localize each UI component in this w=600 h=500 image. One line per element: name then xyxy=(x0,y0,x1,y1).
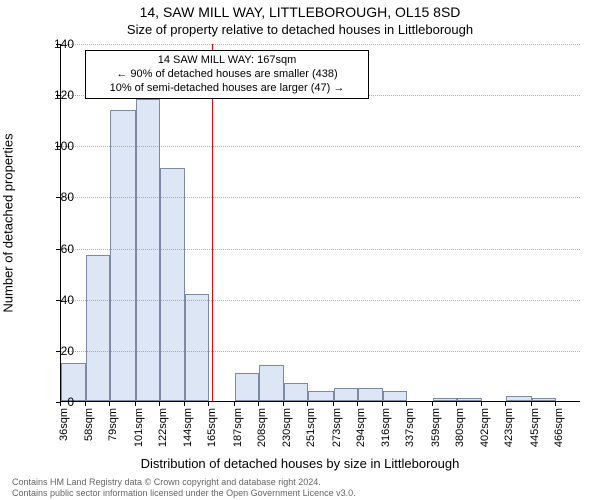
histogram-bar xyxy=(457,398,482,401)
x-tick-label: 144sqm xyxy=(182,408,194,447)
x-tick-mark xyxy=(135,402,136,406)
x-tick-mark xyxy=(159,402,160,406)
histogram-bar xyxy=(185,294,209,401)
annotation-line2: ← 90% of detached houses are smaller (43… xyxy=(92,68,362,82)
y-tick-label: 80 xyxy=(34,190,74,204)
y-tick-mark xyxy=(56,249,60,250)
x-axis-label: Distribution of detached houses by size … xyxy=(0,456,600,471)
x-tick-label: 36sqm xyxy=(58,408,70,441)
y-tick-label: 60 xyxy=(34,242,74,256)
x-tick-mark xyxy=(432,402,433,406)
histogram-bar xyxy=(136,99,160,401)
x-tick-mark xyxy=(531,402,532,406)
y-tick-label: 140 xyxy=(34,37,74,51)
annotation-line1: 14 SAW MILL WAY: 167sqm xyxy=(92,54,362,68)
x-tick-mark xyxy=(481,402,482,406)
y-tick-mark xyxy=(56,146,60,147)
x-tick-mark xyxy=(283,402,284,406)
x-tick-label: 466sqm xyxy=(553,408,565,447)
gridline xyxy=(61,300,580,301)
y-tick-mark xyxy=(56,197,60,198)
x-tick-label: 273sqm xyxy=(331,408,343,447)
gridline xyxy=(61,146,580,147)
x-tick-label: 208sqm xyxy=(256,408,268,447)
x-tick-label: 380sqm xyxy=(454,408,466,447)
y-axis-label: Number of detached properties xyxy=(1,133,16,312)
x-tick-mark xyxy=(85,402,86,406)
annotation-line3: 10% of semi-detached houses are larger (… xyxy=(92,82,362,96)
y-tick-mark xyxy=(56,351,60,352)
x-tick-label: 187sqm xyxy=(232,408,244,447)
x-tick-label: 165sqm xyxy=(206,408,218,447)
histogram-bar xyxy=(259,365,284,401)
x-tick-mark xyxy=(234,402,235,406)
histogram-bar xyxy=(284,383,308,401)
x-tick-mark xyxy=(555,402,556,406)
x-tick-mark xyxy=(184,402,185,406)
x-tick-label: 230sqm xyxy=(281,408,293,447)
histogram-bar xyxy=(160,168,185,401)
chart-subtitle: Size of property relative to detached ho… xyxy=(0,22,600,37)
plot-area: 14 SAW MILL WAY: 167sqm ← 90% of detache… xyxy=(60,44,580,402)
x-tick-mark xyxy=(406,402,407,406)
x-tick-mark xyxy=(456,402,457,406)
y-tick-label: 0 xyxy=(34,395,74,409)
x-tick-mark xyxy=(60,402,61,406)
gridline xyxy=(61,197,580,198)
x-tick-mark xyxy=(258,402,259,406)
histogram-bar xyxy=(433,398,457,401)
x-tick-label: 316sqm xyxy=(380,408,392,447)
y-tick-mark xyxy=(56,95,60,96)
x-tick-label: 122sqm xyxy=(157,408,169,447)
gridline xyxy=(61,249,580,250)
gridline xyxy=(61,44,580,45)
x-tick-mark xyxy=(307,402,308,406)
y-tick-mark xyxy=(56,44,60,45)
x-tick-mark xyxy=(357,402,358,406)
histogram-bar xyxy=(235,373,259,401)
histogram-bar xyxy=(308,391,333,401)
x-tick-mark xyxy=(382,402,383,406)
x-tick-label: 58sqm xyxy=(83,408,95,441)
annotation-box: 14 SAW MILL WAY: 167sqm ← 90% of detache… xyxy=(85,50,369,99)
chart-container: { "title_main": "14, SAW MILL WAY, LITTL… xyxy=(0,0,600,500)
x-tick-label: 337sqm xyxy=(404,408,416,447)
histogram-bar xyxy=(506,396,531,401)
x-tick-mark xyxy=(208,402,209,406)
copyright-line1: Contains HM Land Registry data © Crown c… xyxy=(12,477,356,487)
x-tick-mark xyxy=(333,402,334,406)
histogram-bar xyxy=(86,255,110,401)
y-tick-label: 40 xyxy=(34,293,74,307)
copyright-line2: Contains public sector information licen… xyxy=(12,488,356,498)
x-tick-label: 359sqm xyxy=(430,408,442,447)
x-tick-mark xyxy=(109,402,110,406)
histogram-bar xyxy=(110,110,135,402)
y-tick-label: 100 xyxy=(34,139,74,153)
x-tick-mark xyxy=(505,402,506,406)
x-tick-label: 423sqm xyxy=(503,408,515,447)
histogram-bar xyxy=(358,388,383,401)
histogram-bar xyxy=(383,391,407,401)
x-tick-label: 79sqm xyxy=(107,408,119,441)
histogram-bar xyxy=(334,388,358,401)
x-tick-label: 294sqm xyxy=(355,408,367,447)
histogram-bar xyxy=(532,398,556,401)
x-tick-label: 445sqm xyxy=(529,408,541,447)
x-tick-label: 251sqm xyxy=(305,408,317,447)
x-tick-label: 101sqm xyxy=(133,408,145,447)
x-tick-label: 402sqm xyxy=(479,408,491,447)
y-tick-mark xyxy=(56,300,60,301)
copyright-text: Contains HM Land Registry data © Crown c… xyxy=(12,477,356,498)
chart-title: 14, SAW MILL WAY, LITTLEBOROUGH, OL15 8S… xyxy=(0,4,600,20)
y-tick-label: 20 xyxy=(34,344,74,358)
y-tick-label: 120 xyxy=(34,88,74,102)
gridline xyxy=(61,351,580,352)
